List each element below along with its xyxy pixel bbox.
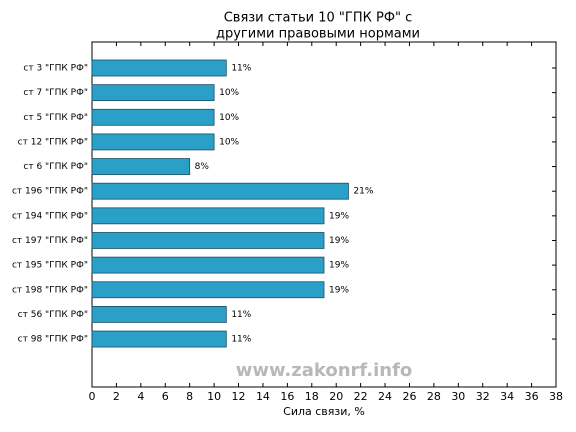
x-tick-label: 14 <box>256 390 270 403</box>
x-tick-label: 16 <box>280 390 294 403</box>
y-tick-label: ст 6 "ГПК РФ" <box>23 162 88 172</box>
x-tick-label: 26 <box>402 390 416 403</box>
y-tick-label: ст 197 "ГПК РФ" <box>12 236 88 246</box>
value-label: 19% <box>329 261 349 271</box>
y-tick-label: ст 3 "ГПК РФ" <box>23 64 88 74</box>
value-label: 19% <box>329 236 349 246</box>
chart-title: другими правовыми нормами <box>216 27 420 42</box>
x-tick-label: 12 <box>232 390 246 403</box>
x-tick-label: 8 <box>186 390 193 403</box>
value-label: 10% <box>219 113 239 123</box>
x-tick-label: 28 <box>427 390 441 403</box>
value-label: 19% <box>329 211 349 221</box>
bar <box>91 59 227 77</box>
value-label: 10% <box>219 137 239 147</box>
chart-title: Связи статьи 10 "ГПК РФ" с <box>224 11 413 26</box>
x-tick-label: 2 <box>113 390 120 403</box>
x-tick-label: 34 <box>500 390 514 403</box>
bar <box>91 84 215 102</box>
bar <box>91 207 325 225</box>
y-tick-label: ст 7 "ГПК РФ" <box>23 88 88 98</box>
watermark: www.zakonrf.info <box>236 360 413 381</box>
bar <box>91 133 215 151</box>
x-tick-label: 4 <box>137 390 144 403</box>
value-label: 11% <box>231 335 251 345</box>
x-tick-label: 20 <box>329 390 343 403</box>
x-axis-label: Сила связи, % <box>283 405 365 418</box>
bar <box>91 305 227 323</box>
y-tick-label: ст 5 "ГПК РФ" <box>23 113 88 123</box>
value-label: 11% <box>231 310 251 320</box>
x-tick-label: 30 <box>451 390 465 403</box>
y-tick-label: ст 195 "ГПК РФ" <box>12 261 88 271</box>
y-tick-label: ст 194 "ГПК РФ" <box>12 211 88 221</box>
value-label: 11% <box>231 64 251 74</box>
bar <box>91 281 325 299</box>
value-label: 19% <box>329 285 349 295</box>
bar <box>91 232 325 249</box>
bar <box>91 256 325 274</box>
value-label: 21% <box>353 187 373 197</box>
x-tick-label: 10 <box>207 390 221 403</box>
x-tick-label: 6 <box>162 390 169 403</box>
x-tick-label: 32 <box>476 390 490 403</box>
x-tick-label: 38 <box>549 390 563 403</box>
y-tick-label: ст 196 "ГПК РФ" <box>12 187 88 197</box>
y-tick-label: ст 98 "ГПК РФ" <box>18 335 88 345</box>
x-tick-label: 18 <box>305 390 319 403</box>
bar <box>91 182 349 200</box>
bar <box>91 330 227 348</box>
x-tick-label: 36 <box>525 390 539 403</box>
x-tick-label: 0 <box>89 390 96 403</box>
y-tick-label: ст 56 "ГПК РФ" <box>18 310 88 320</box>
x-tick-label: 24 <box>378 390 392 403</box>
value-label: 10% <box>219 88 239 98</box>
bar <box>91 158 191 175</box>
y-tick-label: ст 198 "ГПК РФ" <box>12 285 88 295</box>
y-tick-label: ст 12 "ГПК РФ" <box>18 137 88 147</box>
value-label: 8% <box>195 162 210 172</box>
x-tick-label: 22 <box>354 390 368 403</box>
bar <box>91 108 215 126</box>
